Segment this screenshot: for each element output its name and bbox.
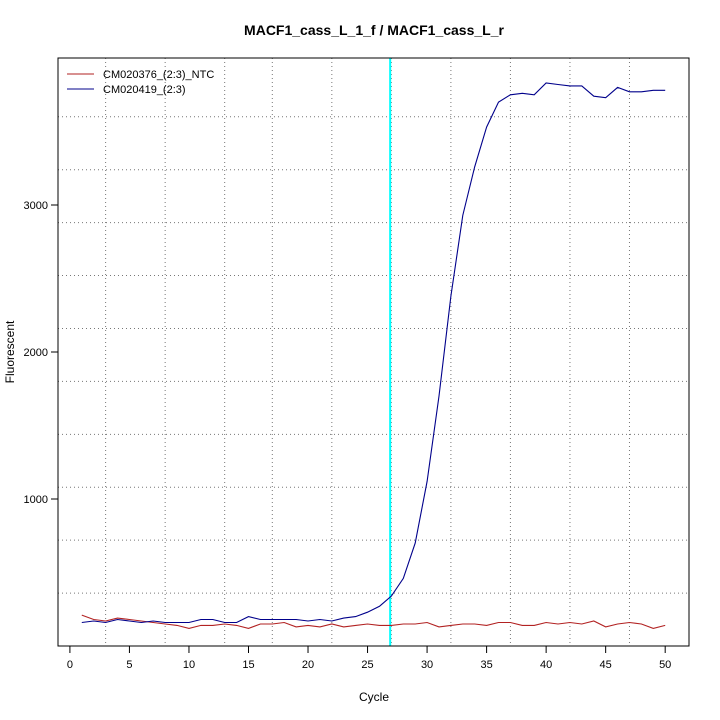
- series-line-1: [81, 614, 666, 629]
- y-tick-label: 2000: [24, 347, 48, 359]
- plot-frame: [57, 57, 690, 647]
- series-line-2: [81, 82, 666, 624]
- grid: [58, 58, 689, 646]
- x-tick-label: 50: [659, 659, 671, 671]
- y-tick-label: 3000: [24, 200, 48, 212]
- x-axis-label: Cycle: [359, 690, 389, 704]
- legend: CM020376_(2:3)_NTC CM020419_(2:3): [67, 69, 214, 96]
- y-axis-label: Fluorescent: [3, 320, 17, 383]
- y-tick-label: 1000: [24, 494, 48, 506]
- x-tick-label: 35: [480, 659, 492, 671]
- x-tick-label: 10: [183, 659, 195, 671]
- x-tick-label: 45: [600, 659, 612, 671]
- legend-label: CM020419_(2:3): [103, 84, 186, 96]
- x-tick-label: 15: [242, 659, 254, 671]
- series-lines: [81, 82, 666, 629]
- x-tick-label: 0: [67, 659, 73, 671]
- x-axis: 0 5 10 15 20 25 30 35 40 45 50: [67, 645, 671, 671]
- y-axis: 1000 2000 3000: [24, 200, 58, 506]
- x-tick-label: 40: [540, 659, 552, 671]
- x-tick-label: 5: [126, 659, 132, 671]
- x-tick-label: 20: [302, 659, 314, 671]
- x-tick-label: 30: [421, 659, 433, 671]
- legend-label: CM020376_(2:3)_NTC: [103, 69, 214, 81]
- x-tick-label: 25: [361, 659, 373, 671]
- chart-title: MACF1_cass_L_1_f / MACF1_cass_L_r: [244, 22, 504, 38]
